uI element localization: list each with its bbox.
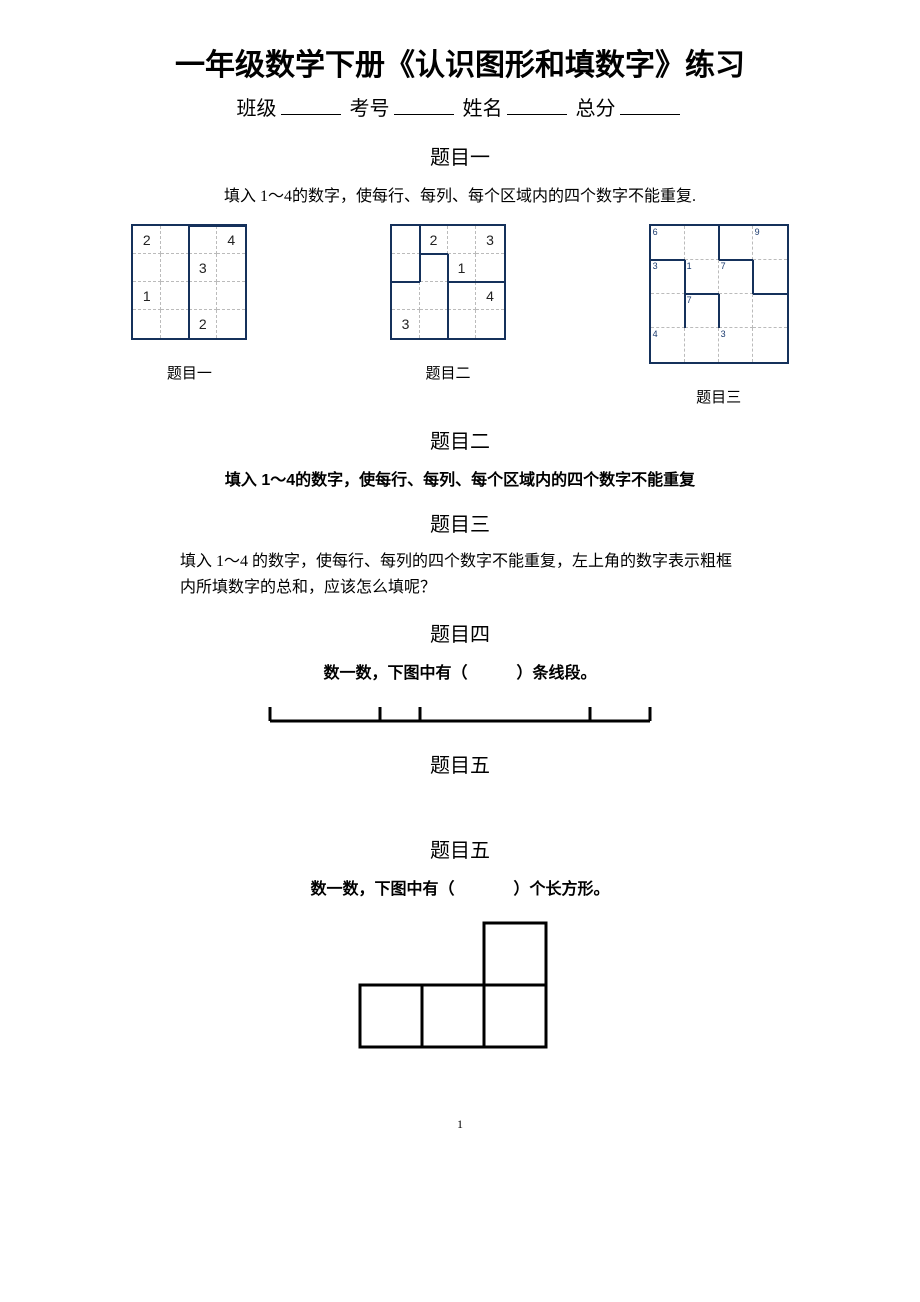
class-label: 班级 — [237, 98, 277, 120]
grid-cell[interactable] — [217, 282, 245, 310]
page-number: 1 — [60, 1117, 860, 1132]
grid-cell[interactable] — [133, 310, 161, 338]
puzzle1-grid: 24312 — [131, 224, 247, 340]
grid-cell[interactable] — [161, 226, 189, 254]
grid-cell[interactable] — [392, 254, 420, 282]
section5b-text-after: ）个长方形。 — [513, 881, 609, 898]
section3-instruction: 填入 1～4 的数字，使每行、每列的四个数字不能重复，左上角的数字表示粗框内所填… — [180, 549, 740, 600]
grid-cell[interactable]: 4 — [217, 226, 245, 254]
puzzle3-block: 69317743 题目三 — [649, 224, 789, 407]
grid-cell[interactable] — [719, 226, 753, 260]
grid-cell[interactable] — [753, 294, 787, 328]
grid-cell[interactable]: 1 — [133, 282, 161, 310]
puzzle1-block: 24312 题目一 — [131, 224, 247, 383]
grid-cell[interactable]: 7 — [719, 260, 753, 294]
grid-cell[interactable]: 4 — [476, 282, 504, 310]
grid-cell[interactable] — [420, 282, 448, 310]
section5a-heading: 题目五 — [60, 749, 860, 778]
grid-cell[interactable] — [476, 310, 504, 338]
section2-heading: 题目二 — [60, 425, 860, 454]
section2-instruction: 填入 1～4的数字，使每行、每列、每个区域内的四个数字不能重复 — [60, 466, 860, 490]
student-form-line: 班级 考号 姓名 总分 — [60, 92, 860, 121]
examid-label: 考号 — [350, 98, 390, 120]
section5b-text-before: 数一数，下图中有（ — [311, 881, 455, 898]
grid-cell[interactable]: 1 — [685, 260, 719, 294]
grid-cell[interactable] — [719, 294, 753, 328]
rectangle-svg — [350, 917, 570, 1057]
puzzle3-caption: 题目三 — [696, 386, 741, 407]
grid-cell[interactable]: 9 — [753, 226, 787, 260]
grid-cell[interactable] — [189, 226, 217, 254]
grid-cell[interactable] — [217, 254, 245, 282]
total-blank[interactable] — [620, 114, 680, 115]
grid-cell[interactable] — [392, 226, 420, 254]
section3-heading: 题目三 — [60, 508, 860, 537]
grid-cell[interactable]: 3 — [392, 310, 420, 338]
total-label: 总分 — [576, 98, 616, 120]
section5b-heading: 题目五 — [60, 834, 860, 863]
grid-cell[interactable] — [476, 254, 504, 282]
segment-svg — [250, 701, 670, 731]
grid-cell[interactable]: 3 — [651, 260, 685, 294]
examid-blank[interactable] — [394, 114, 454, 115]
grid-cell[interactable] — [448, 226, 476, 254]
grid-cell[interactable] — [448, 310, 476, 338]
grid-cell[interactable] — [161, 254, 189, 282]
name-label: 姓名 — [463, 98, 503, 120]
segment-figure — [60, 701, 860, 731]
class-blank[interactable] — [281, 114, 341, 115]
grid-cell[interactable] — [392, 282, 420, 310]
grid-cell[interactable] — [420, 310, 448, 338]
section4-text-before: 数一数，下图中有（ — [324, 665, 468, 682]
grid-cell[interactable]: 2 — [189, 310, 217, 338]
section1-instruction: 填入 1～4的数字，使每行、每列、每个区域内的四个数字不能重复. — [60, 182, 860, 206]
grid-cell[interactable]: 3 — [189, 254, 217, 282]
puzzle2-grid: 23143 — [390, 224, 506, 340]
grid-cell[interactable] — [161, 282, 189, 310]
grid-cell[interactable]: 2 — [420, 226, 448, 254]
grid-cell[interactable]: 1 — [448, 254, 476, 282]
grid-cell[interactable] — [685, 226, 719, 260]
puzzle2-caption: 题目二 — [425, 362, 470, 383]
grid-cell[interactable]: 2 — [133, 226, 161, 254]
grid-cell[interactable]: 7 — [685, 294, 719, 328]
section5b-question: 数一数，下图中有（ ）个长方形。 — [60, 875, 860, 899]
grid-cell[interactable] — [189, 282, 217, 310]
grid-cell[interactable]: 4 — [651, 328, 685, 362]
name-blank[interactable] — [507, 114, 567, 115]
section4-heading: 题目四 — [60, 618, 860, 647]
grid-cell[interactable] — [133, 254, 161, 282]
grid-cell[interactable] — [448, 282, 476, 310]
grid-cell[interactable] — [651, 294, 685, 328]
grid-cell[interactable] — [685, 328, 719, 362]
section1-heading: 题目一 — [60, 141, 860, 170]
puzzle1-caption: 题目一 — [167, 362, 212, 383]
puzzle3-grid: 69317743 — [649, 224, 789, 364]
grid-cell[interactable] — [161, 310, 189, 338]
grid-cell[interactable] — [217, 310, 245, 338]
grid-cell[interactable] — [753, 328, 787, 362]
grid-cell[interactable]: 3 — [719, 328, 753, 362]
section4-text-after: ）条线段。 — [516, 665, 596, 682]
grid-cell[interactable]: 3 — [476, 226, 504, 254]
page-title: 一年级数学下册《认识图形和填数字》练习 — [60, 40, 860, 84]
grid-cell[interactable]: 6 — [651, 226, 685, 260]
puzzle2-block: 23143 题目二 — [390, 224, 506, 383]
section4-question: 数一数，下图中有（ ）条线段。 — [60, 659, 860, 683]
grid-cell[interactable] — [753, 260, 787, 294]
puzzle-row: 24312 题目一 23143 题目二 69317743 题目三 — [60, 224, 860, 407]
grid-cell[interactable] — [420, 254, 448, 282]
